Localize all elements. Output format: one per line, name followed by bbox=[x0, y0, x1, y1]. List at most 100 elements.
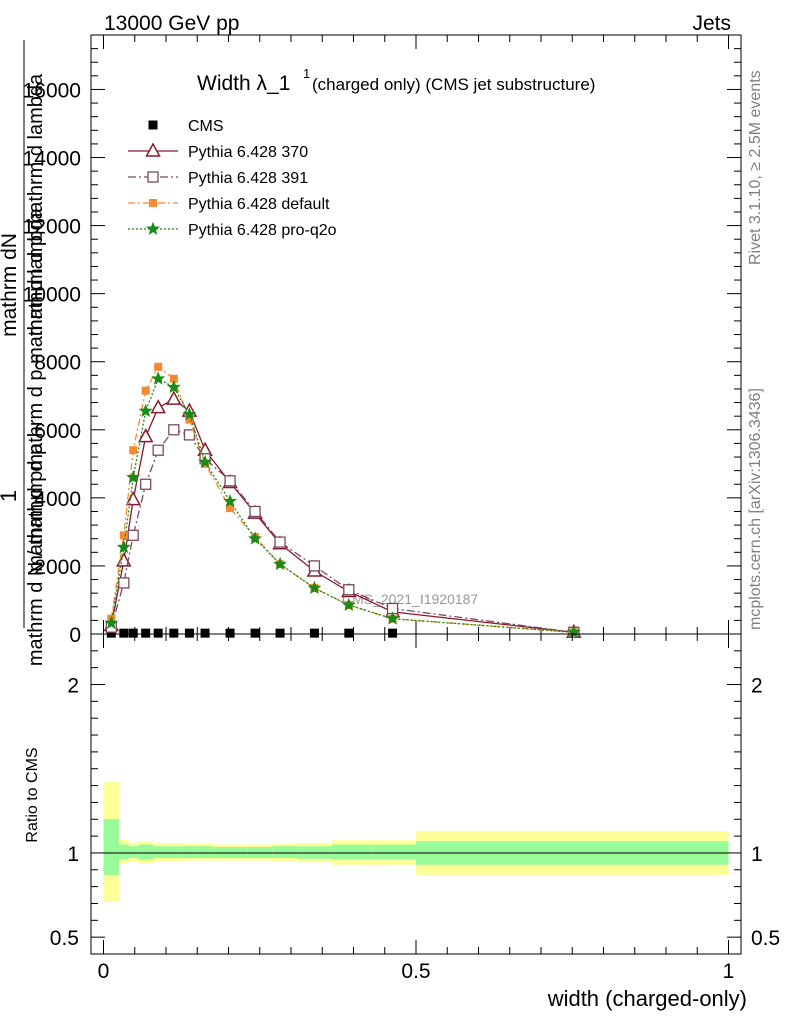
main-panel: 0 2000 4000 6000 8000 10000 12000 14000 16000 bbox=[23, 34, 742, 647]
legend-marker bbox=[147, 171, 159, 183]
header-left: 13000 GeV pp bbox=[104, 12, 239, 35]
data-point bbox=[273, 556, 287, 571]
data-point bbox=[307, 580, 322, 594]
data-point bbox=[166, 379, 181, 394]
data-point bbox=[128, 628, 138, 638]
legend-label: Pythia 6.428 default bbox=[188, 196, 330, 213]
ylabel-mathrm-dn: mathrm dN bbox=[0, 233, 21, 337]
data-point bbox=[184, 628, 194, 638]
data-point bbox=[225, 628, 235, 638]
y-tick-label: 8000 bbox=[34, 352, 81, 375]
ratio-band-inner bbox=[272, 846, 298, 858]
data-point bbox=[154, 362, 163, 371]
data-point bbox=[127, 529, 139, 541]
ylabel-overlap-2: mathrm d pmathrm d p mathrm d lambda bbox=[25, 207, 47, 571]
data-point bbox=[169, 628, 179, 638]
ylabel-one: 1 bbox=[0, 490, 21, 502]
data-point bbox=[250, 628, 260, 638]
data-point bbox=[152, 444, 164, 456]
ratio-band-inner bbox=[197, 846, 213, 858]
ratio-y-tick-label-right: 1 bbox=[751, 843, 763, 866]
title-superscript: 1 bbox=[303, 66, 310, 81]
data-point bbox=[388, 628, 398, 638]
series-pythia-6-428-pro-q2o bbox=[104, 371, 581, 639]
series-line bbox=[110, 429, 574, 633]
data-point bbox=[248, 531, 262, 545]
data-point bbox=[249, 505, 261, 518]
legend-marker bbox=[145, 142, 161, 157]
data-point bbox=[129, 446, 138, 455]
ratio-y-tick-label: 2 bbox=[67, 675, 79, 698]
data-point bbox=[151, 371, 166, 385]
legend-label: Pythia 6.428 391 bbox=[188, 170, 308, 187]
ratio-band-inner bbox=[137, 844, 154, 860]
data-point bbox=[118, 577, 130, 589]
data-point bbox=[182, 407, 197, 421]
series-cms bbox=[106, 628, 579, 638]
chart-title: Width λ_1 1 (charged only) (CMS jet subs… bbox=[197, 66, 595, 95]
data-point bbox=[138, 403, 153, 417]
data-point bbox=[140, 478, 152, 490]
data-point bbox=[168, 424, 180, 436]
header-right: Jets bbox=[692, 12, 731, 35]
data-point bbox=[198, 454, 212, 469]
data-point bbox=[119, 531, 128, 540]
analysis-watermark: CMS_2021_I1920187 bbox=[342, 591, 478, 607]
data-point bbox=[275, 628, 285, 638]
ratio-band-inner bbox=[181, 846, 198, 858]
data-point bbox=[566, 624, 581, 639]
data-point bbox=[344, 628, 354, 638]
ratio-y-tick-label-right: 0.5 bbox=[751, 927, 780, 950]
legend-marker bbox=[146, 221, 160, 235]
ratio-band-inner bbox=[103, 819, 120, 875]
ylabel-overlap-1: mathrm d p mathrm d lambda bbox=[25, 73, 47, 336]
ratio-ylabel: Ratio to CMS bbox=[24, 747, 41, 842]
data-point bbox=[126, 470, 141, 484]
ylabel-denominator: mathrm d N / mathrm d p bbox=[25, 444, 47, 666]
data-point bbox=[141, 628, 151, 638]
data-point bbox=[119, 628, 129, 638]
data-point bbox=[166, 390, 182, 405]
title-rest: (charged only) (CMS jet substructure) bbox=[312, 75, 595, 94]
data-point bbox=[104, 615, 119, 630]
x-tick-label: 0.5 bbox=[401, 960, 430, 983]
data-point bbox=[274, 536, 286, 548]
xlabel: width (charged-only) bbox=[547, 986, 747, 1011]
y-tick-label: 6000 bbox=[34, 420, 81, 443]
ratio-frame bbox=[90, 633, 742, 955]
data-point bbox=[137, 428, 154, 443]
data-point bbox=[141, 386, 150, 395]
mcplots-info: mcplots.cern.ch [arXiv:1306.3436] bbox=[747, 388, 764, 630]
data-point bbox=[224, 475, 236, 487]
data-point bbox=[308, 560, 321, 572]
data-point bbox=[183, 429, 196, 441]
data-point bbox=[116, 539, 131, 554]
ratio-band-inner bbox=[331, 844, 373, 860]
legend-label: Pythia 6.428 370 bbox=[188, 144, 308, 161]
legend-marker bbox=[148, 120, 158, 130]
ratio-y-tick-label-right: 2 bbox=[751, 675, 763, 698]
title-main: Width λ_1 bbox=[197, 72, 290, 95]
x-tick-label: 1 bbox=[723, 960, 735, 983]
rivet-info: Rivet 3.1.10, ≥ 2.5M events bbox=[747, 70, 764, 265]
y-tick-label: 2000 bbox=[34, 556, 81, 579]
series-line bbox=[110, 365, 574, 633]
ratio-y-tick-label: 0.5 bbox=[50, 927, 79, 950]
data-point bbox=[385, 611, 400, 625]
y-tick-label: 10000 bbox=[23, 284, 81, 307]
data-point bbox=[153, 628, 163, 638]
x-tick-label: 0 bbox=[98, 960, 110, 983]
y-tick-label: 16000 bbox=[23, 79, 81, 102]
y-tick-label: 12000 bbox=[23, 216, 81, 239]
data-point bbox=[200, 628, 210, 638]
ratio-band-inner bbox=[153, 846, 166, 858]
ratio-y-tick-label: 1 bbox=[67, 843, 79, 866]
data-point bbox=[150, 399, 166, 414]
y-tick-label: 4000 bbox=[34, 488, 81, 511]
data-point bbox=[223, 493, 237, 508]
ratio-band-inner bbox=[128, 846, 138, 858]
ratio-panel: 0 0.5 1 0.5 0.5 1 1 2 2 bbox=[50, 633, 780, 983]
data-point bbox=[343, 584, 355, 596]
legend-label: Pythia 6.428 pro-q2o bbox=[188, 222, 337, 239]
